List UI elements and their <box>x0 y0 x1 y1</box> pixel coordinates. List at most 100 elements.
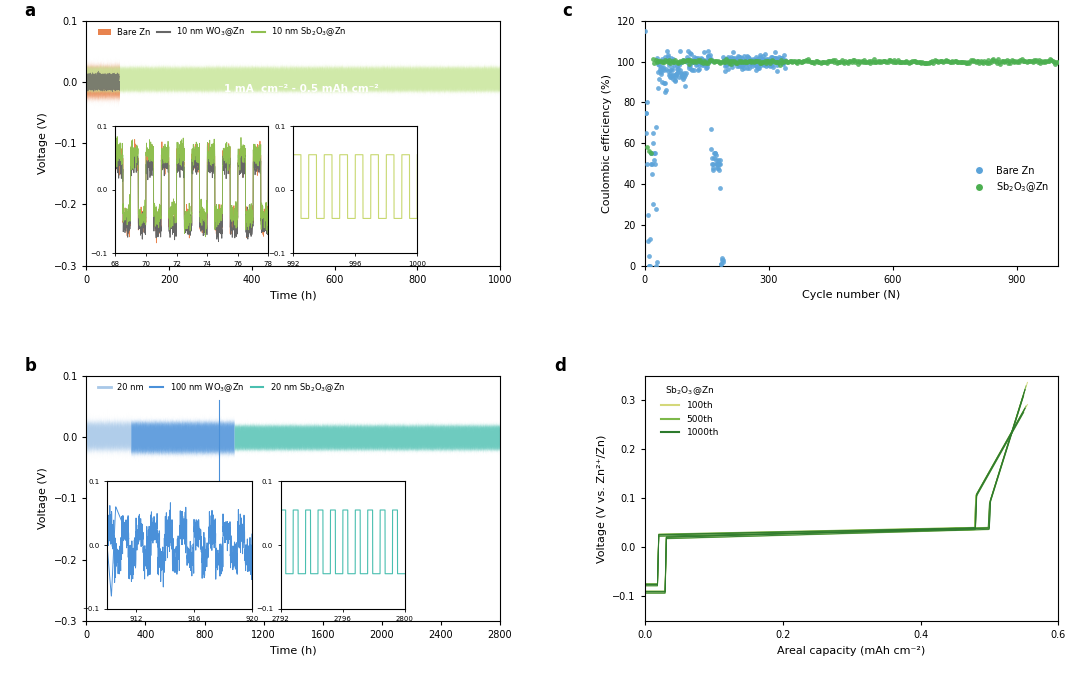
Point <box>649 55 666 66</box>
Point <box>678 57 696 68</box>
Point <box>677 68 694 79</box>
Point <box>664 70 681 81</box>
Point <box>847 57 864 68</box>
Point <box>706 148 724 159</box>
Point <box>747 56 765 67</box>
Point <box>836 57 853 68</box>
Point <box>675 67 692 78</box>
Point <box>732 55 750 66</box>
Point <box>824 55 841 66</box>
Point <box>767 57 784 68</box>
Point <box>829 57 847 68</box>
Point <box>699 61 716 72</box>
Point <box>1048 57 1065 68</box>
Point <box>773 57 791 68</box>
Point <box>673 70 690 81</box>
Point <box>716 54 733 65</box>
Point <box>922 57 940 68</box>
Point <box>665 70 683 81</box>
Point <box>1028 55 1045 66</box>
Point <box>714 56 731 67</box>
Point <box>727 53 744 64</box>
Point <box>839 57 856 68</box>
Y-axis label: Voltage (V vs. Zn²⁺/Zn): Voltage (V vs. Zn²⁺/Zn) <box>597 434 607 562</box>
Point <box>711 164 728 175</box>
Point <box>905 56 922 67</box>
Point <box>779 57 796 68</box>
Point <box>730 51 747 62</box>
Point <box>639 260 657 271</box>
Point <box>772 53 789 64</box>
Point <box>762 56 780 67</box>
Point <box>879 57 896 68</box>
Point <box>720 59 738 70</box>
Point <box>693 59 711 70</box>
Point <box>775 55 793 66</box>
Point <box>689 52 706 63</box>
Point <box>686 52 703 63</box>
Point <box>880 55 897 66</box>
Point <box>981 58 998 69</box>
Point <box>990 57 1008 68</box>
Point <box>891 56 908 67</box>
Point <box>718 58 735 69</box>
Point <box>669 61 686 72</box>
Point <box>807 55 824 66</box>
Point <box>962 55 980 66</box>
Point <box>646 158 663 169</box>
Point <box>812 57 829 68</box>
Point <box>672 64 689 75</box>
Point <box>843 57 861 68</box>
Point <box>949 56 967 67</box>
Point <box>931 56 948 67</box>
Point <box>897 56 915 67</box>
Point <box>650 55 667 66</box>
Point <box>659 66 676 77</box>
Point <box>1015 55 1032 66</box>
Point <box>856 57 874 68</box>
Point <box>899 57 916 68</box>
Point <box>1036 56 1053 67</box>
Point <box>648 57 665 68</box>
Point <box>864 57 881 68</box>
Point <box>645 128 662 139</box>
Point <box>713 254 730 265</box>
Point <box>658 56 675 67</box>
Point <box>707 154 725 165</box>
Point <box>717 54 734 65</box>
Point <box>680 58 698 69</box>
Point <box>697 55 714 66</box>
Point <box>669 68 686 79</box>
Point <box>684 65 701 76</box>
Point <box>721 54 739 65</box>
Point <box>711 158 728 169</box>
Point <box>702 49 719 60</box>
Point <box>735 63 753 74</box>
Point <box>716 56 733 67</box>
Point <box>676 81 693 92</box>
Point <box>1045 56 1063 67</box>
Point <box>713 57 730 68</box>
X-axis label: Time (h): Time (h) <box>270 290 316 300</box>
Point <box>874 55 891 66</box>
Point <box>693 53 711 64</box>
Point <box>648 260 665 271</box>
Point <box>710 162 727 173</box>
Point <box>663 56 680 67</box>
Point <box>752 57 769 68</box>
Point <box>838 56 855 67</box>
Point <box>642 234 659 245</box>
Point <box>741 53 758 64</box>
Point <box>666 75 684 86</box>
Point <box>827 55 845 66</box>
Point <box>723 58 740 69</box>
Point <box>1042 55 1059 66</box>
Point <box>986 56 1003 67</box>
Point <box>1029 57 1047 68</box>
Point <box>719 63 737 74</box>
Point <box>649 82 666 93</box>
Point <box>667 70 685 81</box>
Point <box>721 55 739 66</box>
Point <box>746 59 764 70</box>
Point <box>758 59 775 70</box>
